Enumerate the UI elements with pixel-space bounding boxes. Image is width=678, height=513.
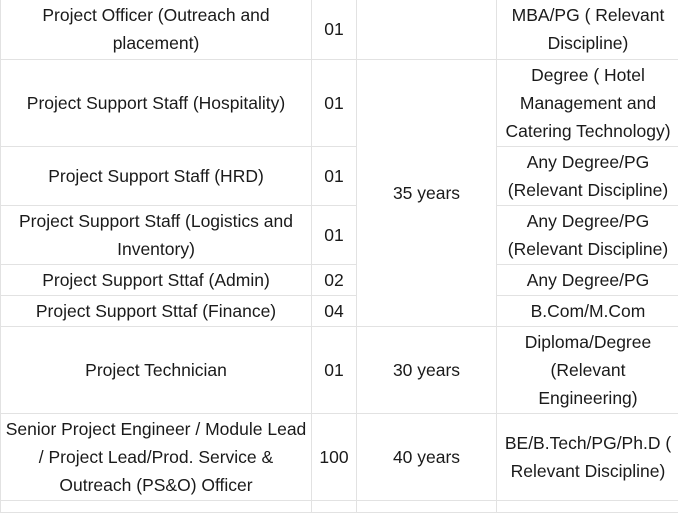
qualification: MBA/PG ( Relevant Discipline) [499,1,677,57]
qualification-cell: Any Degree/PG (Relevant Discipline) [497,147,678,206]
vacancy-count: 01 [316,356,352,384]
table-row: Project Technician 01 30 years Diploma/D… [1,327,678,414]
post-name-cell: Project Support Staff (Hospitality) [1,60,312,147]
age-limit-cell [357,0,497,60]
vacancy-count-cell: 01 [312,0,357,60]
vacancy-count-cell: 02 [312,265,357,296]
age-limit: 35 years [361,179,492,207]
age-limit-cell: 35 years [357,60,497,327]
vacancy-count-cell: 01 [312,206,357,265]
qualification-cell: MBA/PG ( Relevant Discipline) [497,0,678,60]
table-row: Project Support Sttaf (Finance) 04 B.Com… [1,296,678,327]
table-row: Senior Project Engineer / Module Lead / … [1,414,678,501]
qualification-cell: Any Degree/PG (Relevant Discipline) [497,206,678,265]
vacancy-count: 01 [316,221,352,249]
vacancy-count-cell: 01 [312,327,357,414]
post-name: Project Support Staff (Logistics and Inv… [5,207,307,263]
table-row: Project Officer (Outreach and placement)… [1,0,678,60]
vacancy-count-cell: 100 [312,414,357,501]
vacancy-count-cell: 04 [312,296,357,327]
vacancy-count-cell: 01 [312,60,357,147]
age-limit-cell: 40 years [357,414,497,501]
qualification: BE/B.Tech/PG/Ph.D ( Relevant Discipline) [499,429,677,485]
qualification: Any Degree/PG (Relevant Discipline) [499,148,677,204]
qualification-cell: BE/B.Tech/PG/Ph.D ( Relevant Discipline) [497,414,678,501]
vacancy-count: 01 [316,162,352,190]
age-limit: 40 years [361,443,492,471]
qualification-cell: Any Degree/PG [497,265,678,296]
table-row: Project Support Staff (Logistics and Inv… [1,206,678,265]
vacancy-count: 04 [316,297,352,325]
qualification: Any Degree/PG (Relevant Discipline) [499,207,677,263]
post-name-cell: Project Officer (Outreach and placement) [1,0,312,60]
post-name-cell: Project Support Staff (HRD) [1,147,312,206]
table-row: Project Support Staff (Hospitality) 01 3… [1,60,678,147]
table-row: Project Support Sttaf (Admin) 02 Any Deg… [1,265,678,296]
qualification: Any Degree/PG [499,266,677,294]
vacancy-count: 01 [316,15,352,43]
post-name: Project Support Staff (Hospitality) [5,89,307,117]
vacancy-count: 100 [316,443,352,471]
vacancy-count: 02 [316,266,352,294]
age-limit: 30 years [361,356,492,384]
table-row: Project Support Staff (HRD) 01 Any Degre… [1,147,678,206]
post-name: Project Technician [5,356,307,384]
qualification-cell: Diploma/Degree (Relevant Engineering) [497,327,678,414]
vacancy-count-cell: 01 [312,147,357,206]
post-name-cell: Project Technician [1,327,312,414]
post-name-cell: Project Support Staff (Logistics and Inv… [1,206,312,265]
post-name: Senior Project Engineer / Module Lead / … [5,415,307,499]
post-name-cell: Project Support Sttaf (Finance) [1,296,312,327]
post-name: Project Support Sttaf (Finance) [5,297,307,325]
post-name: Project Support Staff (HRD) [5,162,307,190]
post-name-cell: Project Support Sttaf (Admin) [1,265,312,296]
qualification: Diploma/Degree (Relevant Engineering) [499,328,677,412]
qualification-cell: B.Com/M.Com [497,296,678,327]
post-name-cell: Senior Project Engineer / Module Lead / … [1,414,312,501]
age-limit-cell: 30 years [357,327,497,414]
post-name: Project Support Sttaf (Admin) [5,266,307,294]
vacancy-count: 01 [316,89,352,117]
qualification: B.Com/M.Com [499,297,677,325]
qualification-cell: Degree ( Hotel Management and Catering T… [497,60,678,147]
post-name: Project Officer (Outreach and placement) [5,1,307,57]
qualification: Degree ( Hotel Management and Catering T… [499,61,677,145]
